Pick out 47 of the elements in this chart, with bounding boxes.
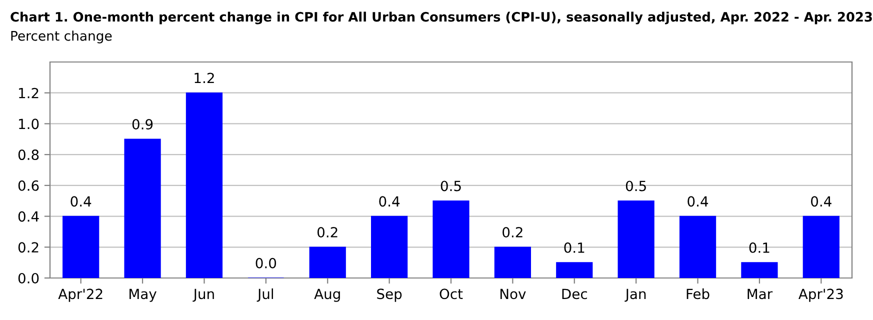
data-label: 0.0 — [256, 258, 276, 268]
bar — [802, 216, 840, 278]
x-tick-label: Apr'22 — [58, 288, 102, 302]
y-tick-label: 0.2 — [18, 242, 38, 253]
y-tick-label: 0.8 — [18, 150, 39, 160]
data-label: 0.2 — [502, 227, 522, 238]
data-label: 0.9 — [132, 119, 153, 130]
y-tick-label: 1.2 — [19, 88, 38, 98]
data-label: 1.2 — [194, 72, 214, 84]
data-label: 0.4 — [70, 196, 92, 207]
x-tick-label: May — [130, 288, 156, 302]
x-tick-label: Dec — [562, 288, 587, 300]
y-tick-label: 0.4 — [18, 211, 39, 222]
x-tick-label: Apr'23 — [798, 288, 843, 302]
data-label: 0.5 — [626, 180, 646, 192]
data-label: 0.2 — [317, 227, 338, 238]
bar — [309, 246, 346, 278]
chart-subtitle: Percent change — [11, 30, 112, 44]
bar — [679, 216, 716, 278]
data-label: 0.1 — [749, 242, 770, 253]
bar — [741, 262, 778, 278]
bar — [556, 262, 593, 278]
x-tick-label: Jul — [256, 288, 273, 302]
x-tick-label: Sep — [377, 288, 402, 302]
x-tick-label: Mar — [748, 288, 773, 300]
y-tick-label: 1.0 — [19, 118, 39, 130]
bar — [370, 216, 408, 278]
y-tick-label: 0.0 — [18, 272, 39, 284]
bar — [124, 138, 161, 278]
chart-title: Chart 1. One-month percent change in CPI for All Urban Consumers (CPI-U), seasonally adjusted, Apr. 2022 - Apr. 2023 — [10, 12, 872, 24]
bar — [618, 200, 654, 278]
x-tick-label: Oct — [440, 288, 463, 300]
bar — [494, 246, 532, 278]
data-label: 0.4 — [811, 196, 832, 207]
data-label: 0.4 — [688, 196, 708, 207]
x-tick-label: Jun — [192, 288, 214, 302]
bar — [432, 200, 470, 278]
data-label: 0.4 — [379, 196, 400, 207]
x-tick-label: Feb — [686, 288, 710, 300]
x-tick-label: Jan — [624, 288, 646, 302]
x-tick-label: Aug — [314, 288, 340, 302]
x-tick-label: Nov — [500, 288, 526, 300]
bar — [186, 92, 223, 278]
bar — [62, 216, 100, 278]
data-label: 0.1 — [564, 242, 584, 253]
data-label: 0.5 — [440, 180, 461, 192]
y-tick-label: 0.6 — [18, 180, 39, 191]
